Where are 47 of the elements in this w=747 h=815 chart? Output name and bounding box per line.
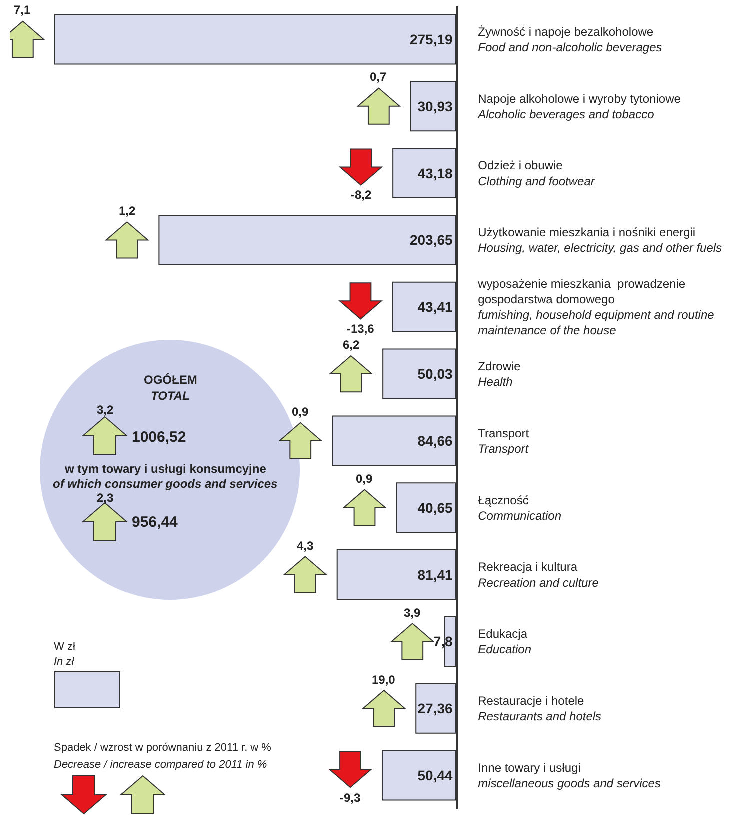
annotation: Decrease / increase compared to 2011 in % [54, 759, 268, 771]
annotation: -9,3 [340, 791, 362, 805]
y-tick-label: Zdrowie Health [478, 359, 522, 390]
data-label: 43,41 [418, 299, 453, 316]
y-tick-label: Edukacja Education [478, 627, 532, 657]
annotation: -13,6 [347, 322, 375, 336]
annotation: 0,9 [292, 405, 310, 419]
annotation: 1,2 [119, 204, 136, 218]
y-tick-label: wyposażenie mieszkania prowadzenie gospodarstwa domowego fumishing, household equipment and routine maintenance of the house [477, 276, 715, 338]
y-tick-label: Rekreacja i kultura Recreation and culture [478, 560, 600, 590]
y-tick-label: Łączność Communication [478, 493, 562, 523]
y-tick-label: Inne towary i usługi miscellaneous goods and services [478, 760, 661, 791]
annotation: 0,7 [370, 70, 388, 84]
annotation: 2,3 [97, 491, 114, 505]
annotation: TOTAL [151, 389, 190, 403]
annotation: 4,3 [297, 539, 314, 553]
y-tick-label: Odzież i obuwie Clothing and footwear [478, 158, 596, 188]
data-label: 40,65 [418, 500, 453, 516]
data-label: 43,18 [418, 165, 453, 182]
y-tick-label: Żywność i napoje bezalkoholowe Food and non-alcoholic beverages [478, 24, 662, 54]
annotation: 0,9 [356, 472, 374, 486]
annotation: Spadek / wzrost w porównaniu z 2011 r. w % [54, 742, 272, 754]
data-label: 275,19 [410, 31, 453, 48]
y-tick-label: Transport Transport [478, 426, 530, 456]
data-label: 50,44 [418, 768, 453, 784]
y-tick-label: Restauracje i hotele Restaurants and hotels [478, 694, 602, 724]
annotation: 956,44 [132, 514, 179, 531]
annotation: 3,9 [404, 606, 422, 620]
annotation: In zł [54, 656, 75, 668]
data-label: 81,41 [418, 566, 453, 583]
y-tick-label: Użytkowanie mieszkania i nośniki energii Housing, water, electricity, gas and other fuels [478, 226, 722, 256]
annotation: 6,2 [343, 338, 360, 352]
annotation: w tym towary i usługi konsumcyjne [64, 462, 267, 476]
annotation: W zł [54, 641, 76, 653]
data-label: 84,66 [418, 432, 453, 449]
data-label: 27,36 [418, 700, 453, 717]
annotation: 19,0 [372, 673, 396, 687]
annotation: 3,2 [97, 403, 114, 417]
text: 7,1 [14, 3, 32, 17]
annotation: 1006,52 [132, 429, 186, 446]
data-label: 203,65 [410, 232, 453, 248]
data-label: 30,93 [418, 98, 453, 114]
annotation: OGÓŁEM [144, 373, 198, 387]
annotation: -8,2 [351, 188, 372, 202]
annotation: of which consumer goods and services [53, 477, 278, 491]
data-label: 50,03 [418, 366, 453, 382]
y-tick-label: Napoje alkoholowe i wyroby tytoniowe Alcoholic beverages and tobacco [477, 92, 682, 122]
